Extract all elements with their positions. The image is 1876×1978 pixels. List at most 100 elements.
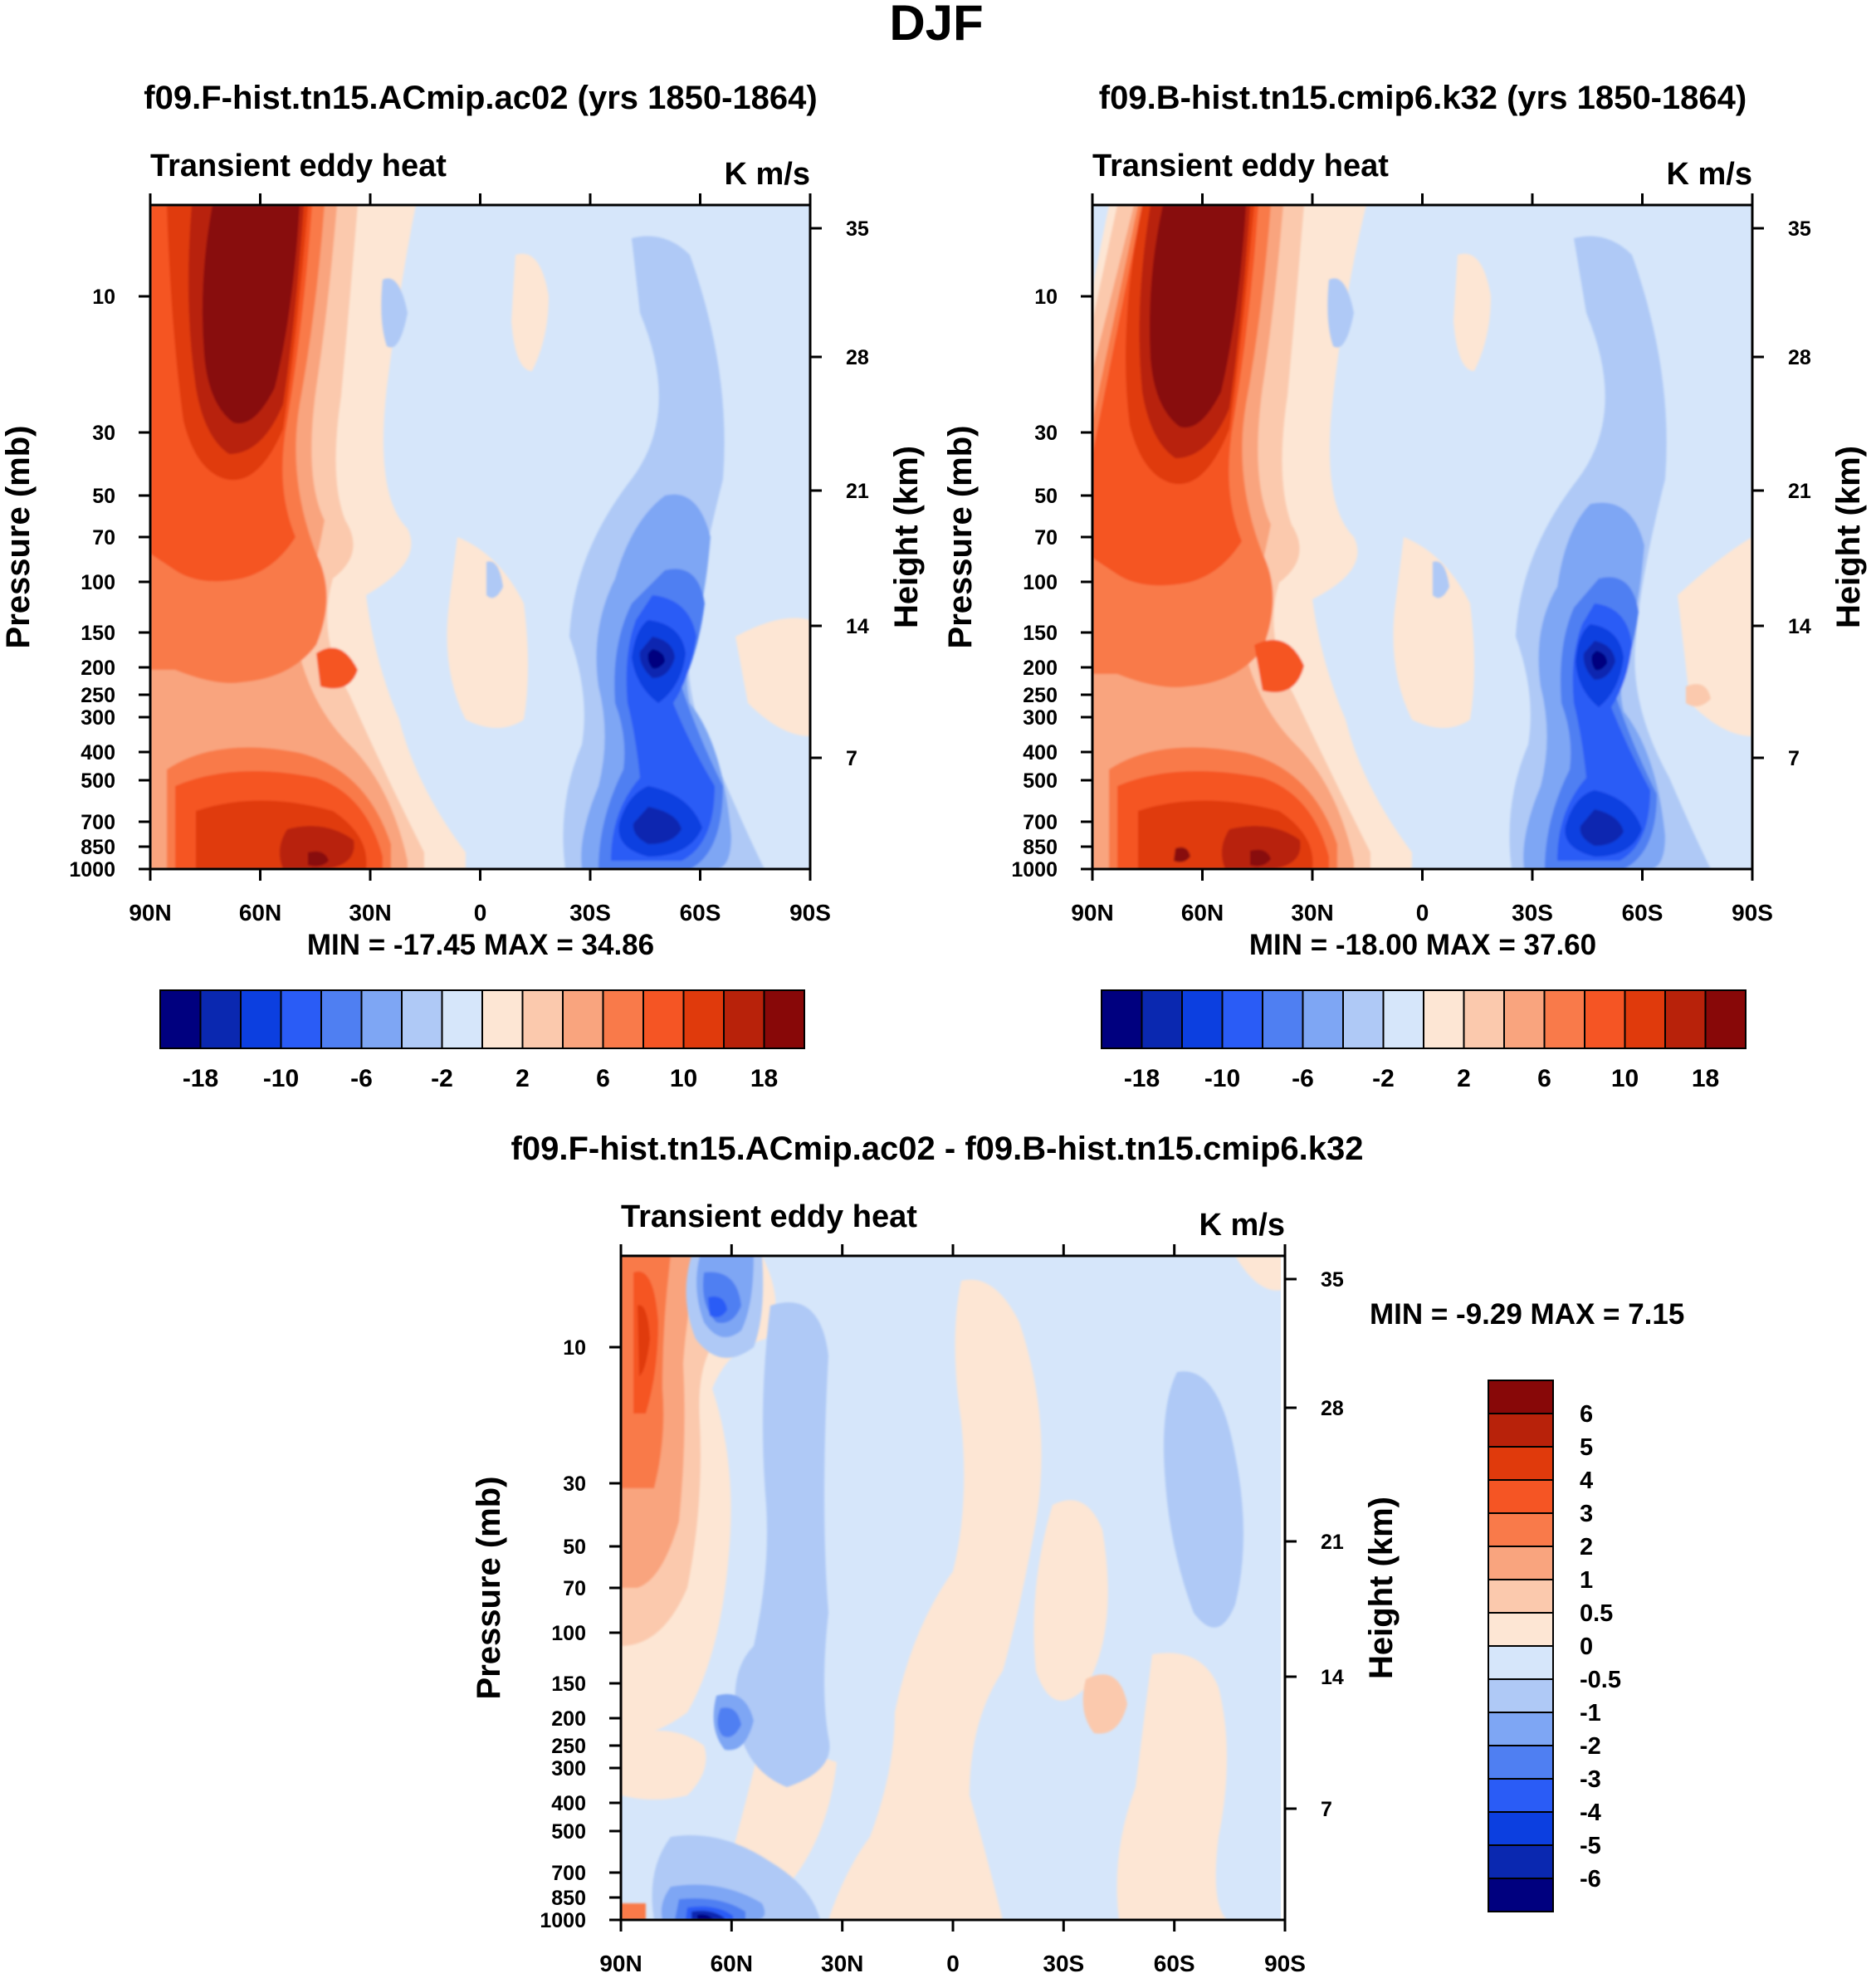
colorbar-box: [1488, 1645, 1554, 1680]
colorbar-label: 3: [1580, 1501, 1593, 1527]
colorbar-labels: -18 -10 -6 -2 2 6 10 18: [183, 1065, 778, 1092]
colorbar-boxes: [159, 989, 805, 1049]
colorbar-box: [1488, 1579, 1554, 1614]
y-axis-ticks: [1081, 295, 1092, 871]
y-tick-label: 200: [81, 657, 115, 680]
x-axis-top-ticks: [149, 193, 812, 205]
x-tick-label: 30N: [349, 900, 391, 926]
variable-label: Transient eddy heat: [1092, 149, 1389, 183]
y-axis-labels: 10 30 50 70 100 150 200 250 300 400 500 …: [540, 1336, 586, 1932]
y2-axis-labels: 35 28 21 14 7: [846, 217, 869, 770]
y-tick-label: 10: [1034, 286, 1058, 309]
colorbar-box: [1423, 989, 1465, 1049]
y-axis-title: Pressure (mb): [0, 426, 37, 649]
colorbar-box: [1221, 989, 1263, 1049]
colorbar-label: -1: [1580, 1700, 1601, 1726]
page-title: DJF: [889, 0, 983, 51]
colorbar-label: 5: [1580, 1434, 1593, 1461]
colorbar-label: 10: [670, 1065, 697, 1092]
panel-title: f09.F-hist.tn15.ACmip.ac02 (yrs 1850-186…: [144, 80, 817, 116]
y2-axis-title: Height (km): [1363, 1497, 1400, 1679]
x-tick-label: 30S: [569, 900, 611, 926]
colorbar-label: 0.5: [1580, 1600, 1613, 1627]
y-tick-label: 250: [551, 1735, 586, 1758]
y-tick-label: 50: [1034, 485, 1058, 508]
contour-field: [1092, 205, 1752, 869]
y-tick-label: 200: [551, 1707, 586, 1731]
contour-field: [150, 205, 810, 869]
negative-contours: [652, 1256, 1243, 1920]
colorbar-box: [521, 989, 564, 1049]
y-tick-label: 100: [1023, 571, 1058, 594]
y-tick-label: 1000: [69, 858, 115, 882]
colorbar-label: -10: [263, 1065, 299, 1092]
colorbar-full-2: -18 -10 -6 -2 2 6 10 18: [1101, 989, 1747, 1092]
x-tick-label: 90S: [789, 900, 831, 926]
x-axis-ticks: [149, 869, 812, 881]
colorbar-box: [1488, 1778, 1554, 1813]
colorbar-box: [1543, 989, 1585, 1049]
colorbar-full-1: -18 -10 -6 -2 2 6 10 18: [159, 989, 805, 1092]
colorbar-label: 18: [1692, 1065, 1719, 1092]
y-tick-label: 70: [1034, 526, 1058, 549]
y-tick-label: 30: [1034, 422, 1058, 445]
x-tick-label: 60N: [711, 1951, 753, 1976]
x-axis-top-ticks: [1091, 193, 1754, 205]
panel-1: f09.F-hist.tn15.ACmip.ac02 (yrs 1850-186…: [0, 80, 925, 961]
y2-tick-label: 28: [846, 346, 869, 369]
colorbar-box: [1181, 989, 1224, 1049]
colorbar-box: [1488, 1811, 1554, 1846]
y2-axis-ticks: [1285, 1277, 1297, 1810]
x-tick-label: 60S: [1154, 1951, 1195, 1976]
y-tick-label: 50: [563, 1536, 586, 1559]
colorbar-box: [1101, 989, 1143, 1049]
panel-2: f09.B-hist.tn15.cmip6.k32 (yrs 1850-1864…: [942, 80, 1867, 961]
negative-contours: [1327, 236, 1711, 869]
panel-3: f09.F-hist.tn15.ACmip.ac02 - f09.B-hist.…: [471, 1131, 1400, 1976]
y-tick-label: 150: [551, 1673, 586, 1696]
negative-contours: [381, 236, 765, 869]
y-tick-label: 100: [551, 1622, 586, 1645]
colorbar-label: -2: [1580, 1733, 1601, 1760]
colorbar-label: 4: [1580, 1468, 1593, 1494]
y-tick-label: 850: [551, 1887, 586, 1910]
panel-title: f09.B-hist.tn15.cmip6.k32 (yrs 1850-1864…: [1099, 80, 1747, 116]
y-tick-label: 300: [81, 706, 115, 730]
colorbar-label: -6: [350, 1065, 373, 1092]
colorbar-box: [401, 989, 443, 1049]
x-axis-labels: 90N 60N 30N 0 30S 60S 90S: [599, 1951, 1306, 1976]
y-tick-label: 10: [92, 286, 115, 309]
x-tick-label: 90S: [1264, 1951, 1306, 1976]
colorbar-box: [1704, 989, 1747, 1049]
colorbar-box: [562, 989, 604, 1049]
y-tick-label: 200: [1023, 657, 1058, 680]
colorbar-box: [1488, 1413, 1554, 1448]
colorbar-label: -10: [1204, 1065, 1240, 1092]
x-tick-label: 0: [1416, 900, 1429, 926]
colorbar-box: [1342, 989, 1385, 1049]
colorbar-box: [199, 989, 242, 1049]
colorbar-box: [1488, 1446, 1554, 1481]
colorbar-label: -5: [1580, 1833, 1601, 1859]
colorbar-box: [1664, 989, 1707, 1049]
y-tick-label: 250: [81, 684, 115, 707]
y2-tick-label: 35: [1788, 217, 1811, 241]
x-tick-label: 90S: [1732, 900, 1773, 926]
units-label: K m/s: [725, 157, 810, 192]
y2-axis-title: Height (km): [1830, 446, 1867, 628]
y-tick-label: 10: [563, 1336, 586, 1360]
colorbar-label: -4: [1580, 1800, 1601, 1826]
colorbar-label: 1: [1580, 1567, 1593, 1594]
y-tick-label: 400: [81, 741, 115, 764]
colorbar-label: -0.5: [1580, 1667, 1621, 1693]
colorbar-box: [1488, 1745, 1554, 1780]
colorbar-box: [682, 989, 725, 1049]
y-axis-title: Pressure (mb): [471, 1477, 507, 1700]
x-tick-label: 30N: [1291, 900, 1333, 926]
colorbar-box: [320, 989, 363, 1049]
colorbar-box: [1382, 989, 1424, 1049]
y2-tick-label: 14: [1788, 615, 1811, 638]
colorbar-box: [280, 989, 322, 1049]
colorbar-box: [602, 989, 644, 1049]
